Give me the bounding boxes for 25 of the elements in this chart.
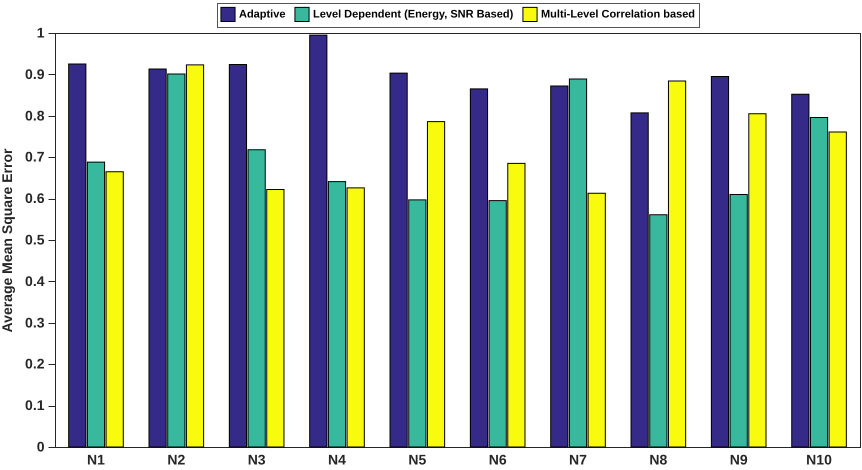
y-tick-label: 0.8 [25, 107, 45, 124]
y-tick-label: 0.4 [25, 272, 45, 289]
y-tick-label: 0.1 [25, 397, 45, 414]
legend-label: Multi-Level Correlation based [541, 8, 696, 20]
legend-label: Adaptive [239, 8, 286, 20]
y-tick-label: 1 [36, 24, 45, 40]
y-tick-label: 0.7 [25, 148, 45, 165]
y-tick-label: 0.2 [25, 356, 45, 372]
x-tick-label: N3 [248, 452, 266, 468]
x-tick-label: N6 [488, 452, 507, 468]
x-tick-label: N1 [87, 452, 106, 468]
y-tick-label: 0.3 [25, 314, 45, 330]
x-tick-label: N10 [806, 452, 832, 468]
x-tick-label: N9 [730, 452, 748, 468]
x-tick-label: N2 [167, 452, 186, 468]
y-tick-label: 0.6 [25, 190, 45, 206]
x-tick-label: N8 [649, 452, 668, 468]
y-tick-label: 0.9 [25, 66, 45, 82]
x-tick-label: N5 [408, 452, 426, 468]
y-axis-title: Average Mean Square Error [0, 148, 16, 332]
x-tick-label: N4 [328, 452, 346, 468]
legend-label: Level Dependent (Energy, SNR Based) [313, 8, 514, 20]
x-tick-label: N7 [569, 452, 588, 468]
y-tick-label: 0 [36, 438, 45, 454]
y-tick-label: 0.5 [25, 232, 45, 248]
